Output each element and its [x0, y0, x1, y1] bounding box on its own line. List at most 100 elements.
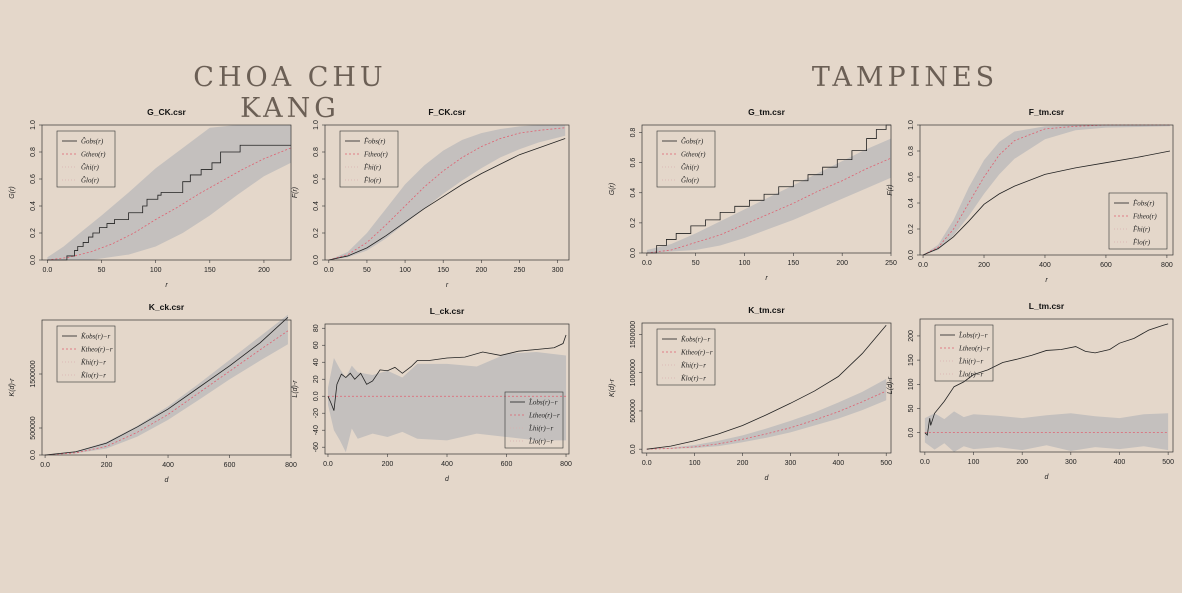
x-tick-label: 150 [204, 267, 216, 274]
legend-box [504, 391, 564, 449]
legend-label: K̂obs(r)−r [80, 333, 111, 341]
heading-choa-chu-kang: CHOA CHU KANG [193, 62, 387, 124]
y-tick-label: 0.0 [908, 250, 915, 260]
x-tick-label: 200 [737, 460, 749, 467]
y-tick-label: 0.8 [908, 146, 915, 156]
chart-title: L_tm.csr [1029, 301, 1065, 311]
legend-label: L̂obs(r)−r [958, 332, 988, 340]
x-tick-label: 0.0 [920, 459, 930, 466]
y-tick-label: 0.0 [313, 255, 320, 265]
y-tick-label: 1500000 [630, 321, 637, 348]
legend: F̂obs(r) Ftheo(r) F̂hi(r) F̂lo(r) [1108, 192, 1168, 250]
y-axis-label: G(r) [9, 186, 16, 198]
legend: Ĝobs(r) Gtheo(r) Ĝhi(r) Ĝlo(r) [656, 130, 716, 188]
x-tick-label: 50 [98, 267, 106, 274]
y-tick-label: -40 [313, 425, 320, 435]
plot-frame [41, 124, 292, 261]
legend-label: Ĝhi(r) [81, 164, 100, 172]
x-tick-label: 100 [968, 459, 980, 466]
theo-line [45, 330, 289, 456]
y-tick-label: 0.4 [30, 201, 37, 211]
x-tick-label: 250 [514, 267, 526, 274]
legend-label: Ktheo(r)−r [680, 349, 713, 357]
y-tick-label: 50 [908, 404, 915, 412]
legend-label: Ĝlo(r) [81, 177, 100, 185]
legend-label: F̂lo(r) [363, 177, 382, 185]
plot-frame [919, 124, 1174, 256]
x-tick-label: 600 [224, 462, 236, 469]
y-axis-label: F(r) [292, 187, 299, 198]
legend-label: Gtheo(r) [81, 151, 106, 159]
obs-line [922, 150, 1171, 256]
legend-label: L̂obs(r)−r [528, 399, 558, 407]
legend-box [339, 130, 399, 188]
y-axis-label: K(d)-r [9, 378, 16, 397]
x-tick-label: 400 [441, 461, 453, 468]
chart-g-ck: G_CK.csr 0.0 50 100 150 200 0.0 0.2 0.4 0.6 0.8 1.0… [9, 107, 292, 289]
obs-line [328, 138, 566, 261]
y-axis-label: F(r) [887, 184, 894, 195]
chart-title: G_tm.csr [748, 107, 786, 117]
legend-box [1108, 192, 1168, 250]
x-tick-label: 800 [285, 462, 297, 469]
legend: Ĝobs(r) Gtheo(r) Ĝhi(r) Ĝlo(r) [56, 130, 116, 188]
x-tick-label: 500 [880, 460, 892, 467]
legend: K̂obs(r)−r Ktheo(r)−r K̂hi(r)−r K̂lo(r)−r [56, 325, 116, 383]
x-tick-label: 200 [475, 267, 487, 274]
x-tick-label: 200 [836, 260, 848, 267]
legend: L̂obs(r)−r Ltheo(r)−r L̂hi(r)−r L̂lo(r)−r [504, 391, 564, 449]
chart-title: F_tm.csr [1029, 107, 1065, 117]
y-axis-label: G(r) [609, 183, 616, 195]
legend-label: Ĝobs(r) [81, 138, 104, 146]
legend-box [934, 324, 994, 382]
x-tick-label: 0.0 [43, 267, 53, 274]
y-tick-label: 0.6 [630, 158, 637, 168]
chart-f-ck: F_CK.csr 0.0 50 100 150 200 250 300 0.0 0.2 0.4 0.6… [292, 107, 570, 289]
x-tick-label: 0.0 [918, 262, 928, 269]
x-axis-label: r [165, 282, 168, 289]
y-tick-label: 0.4 [908, 198, 915, 208]
legend-label: K̂lo(r)−r [80, 372, 106, 380]
legend: F̂obs(r) Ftheo(r) F̂hi(r) F̂lo(r) [339, 130, 399, 188]
y-tick-label: 0.2 [30, 228, 37, 238]
x-tick-label: 0.0 [642, 460, 652, 467]
legend-label: F̂hi(r) [1132, 226, 1151, 234]
x-tick-label: 300 [1065, 459, 1077, 466]
legend-label: L̂hi(r)−r [528, 425, 553, 433]
envelope-band [924, 411, 1169, 452]
legend-label: Ĝhi(r) [681, 164, 700, 172]
theo-line [922, 124, 1170, 256]
y-tick-label: 0.4 [313, 201, 320, 211]
y-tick-label: 1.0 [30, 120, 37, 130]
y-tick-label: 0.0 [630, 248, 637, 258]
legend-label: F̂lo(r) [1132, 239, 1151, 247]
y-tick-label: 20 [313, 375, 320, 383]
legend-label: Gtheo(r) [681, 151, 706, 159]
chart-g-tm: G_tm.csr 0.0 50 100 150 200 250 0.0 0.2 0.4 0.6 0.8… [609, 107, 897, 282]
y-tick-label: 0.4 [630, 188, 637, 198]
y-tick-label: -60 [313, 442, 320, 452]
y-tick-label: 200 [908, 330, 915, 342]
obs-line [327, 334, 567, 411]
legend-box [656, 130, 716, 188]
y-tick-label: 1500000 [30, 360, 37, 387]
y-tick-label: 1.0 [313, 120, 320, 130]
plot-frame [641, 124, 892, 254]
envelope-band [327, 352, 567, 453]
x-axis-label: d [445, 476, 450, 483]
x-tick-label: 50 [363, 267, 371, 274]
plot-frame [919, 318, 1174, 453]
x-axis-label: d [765, 475, 770, 482]
legend-label: K̂hi(r)−r [80, 359, 106, 367]
legend-label: F̂hi(r) [363, 164, 382, 172]
plot-frame [41, 319, 292, 456]
x-axis-label: d [165, 477, 170, 484]
y-tick-label: 0.8 [313, 147, 320, 157]
legend-label: Ktheo(r)−r [80, 346, 113, 354]
chart-title: K_tm.csr [748, 305, 785, 315]
x-tick-label: 600 [1100, 262, 1112, 269]
plot-frame [324, 124, 570, 261]
y-tick-label: 0.6 [30, 174, 37, 184]
y-tick-label: 500000 [30, 416, 37, 439]
obs-line [47, 144, 291, 261]
